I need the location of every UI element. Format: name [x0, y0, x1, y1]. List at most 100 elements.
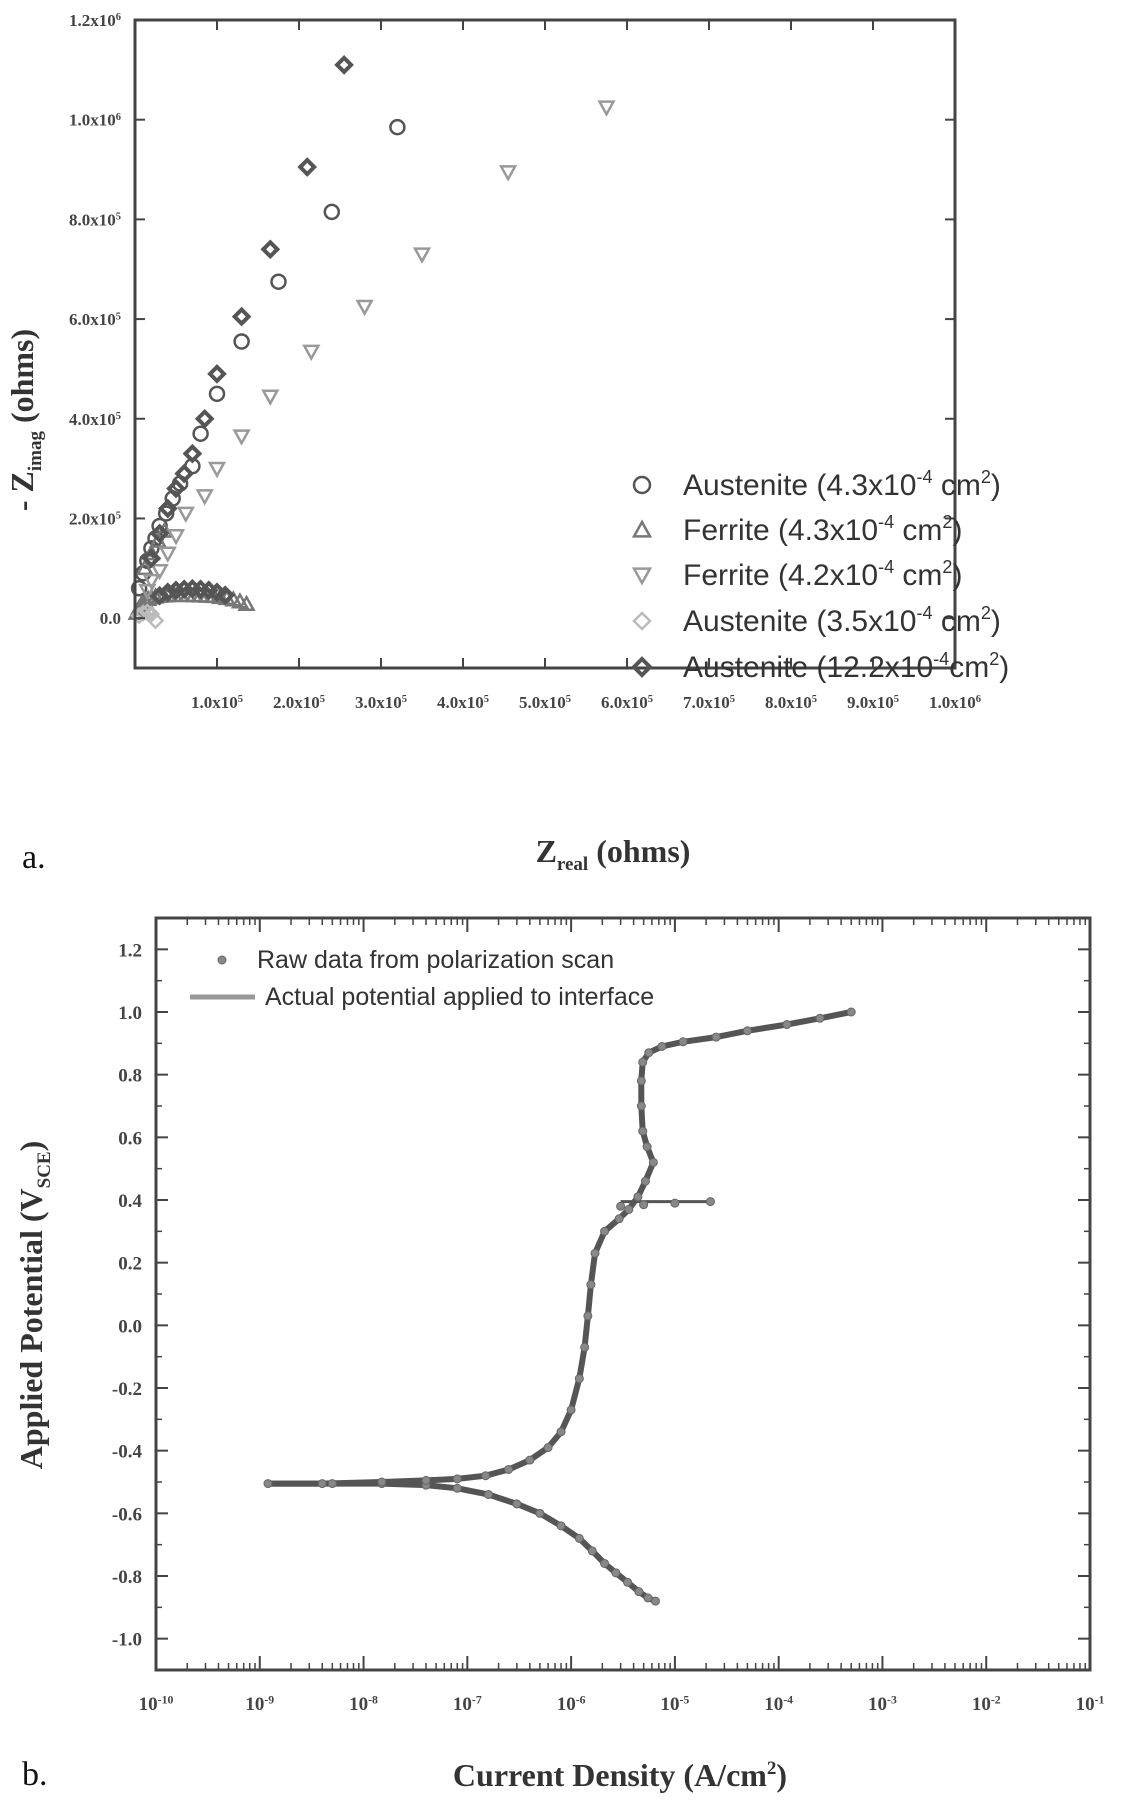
impedance-point	[157, 505, 175, 522]
raw-data-point	[614, 1214, 624, 1224]
polarization-y-tick-label: 0.4	[118, 1191, 142, 1212]
impedance-y-tick-label: 1.2x106	[69, 11, 121, 30]
polarization-y-tick-label: 0.2	[118, 1254, 142, 1275]
impedance-point	[176, 506, 195, 524]
impedance-point	[166, 529, 186, 546]
impedance-point	[233, 333, 250, 350]
legend-entry-4: Austenite (12.2x10-4cm2)	[683, 649, 1009, 684]
raw-data-point	[648, 1157, 658, 1167]
raw-data-point	[742, 1026, 752, 1036]
polarization-y-tick-label: -1.0	[112, 1630, 142, 1651]
impedance-point	[142, 573, 161, 591]
impedance-y-tick-label: 1.0x106	[69, 111, 121, 130]
impedance-point	[195, 489, 214, 506]
legend-marker-0	[632, 475, 652, 495]
raw-data-point	[611, 1568, 621, 1578]
impedance-x-tick-label: 8.0x105	[765, 693, 817, 712]
raw-data-point	[452, 1474, 462, 1484]
raw-data-point	[650, 1596, 660, 1606]
impedance-point	[142, 605, 161, 623]
raw-data-point	[634, 1587, 644, 1597]
impedance-x-tick-label: 9.0x105	[847, 693, 899, 712]
legend-marker-2	[631, 567, 653, 586]
polarization-y-tick-label: 1.0	[118, 1003, 142, 1024]
applied-potential-line-anodic	[268, 1009, 852, 1487]
applied-potential-line-cathodic	[268, 1480, 657, 1604]
raw-data-point	[623, 1577, 633, 1587]
impedance-point	[355, 299, 374, 317]
raw-data-point	[327, 1479, 337, 1489]
impedance-y-axis-label: - Zimag(ohms)	[4, 329, 46, 511]
raw-data-point	[421, 1475, 431, 1485]
impedance-point	[158, 546, 177, 563]
raw-data-point	[678, 1037, 688, 1047]
polarization-x-tick-label: 10-8	[349, 1694, 378, 1715]
impedance-point	[389, 118, 406, 136]
raw-data-point	[643, 1593, 653, 1603]
raw-data-point	[782, 1020, 792, 1030]
raw-data-point	[636, 1076, 646, 1086]
impedance-y-tick-label: 8.0x105	[69, 210, 121, 229]
polarization-x-tick-label: 10-5	[660, 1694, 689, 1715]
polarization-x-tick-label: 10-4	[764, 1694, 793, 1715]
impedance-point	[207, 461, 227, 479]
raw-data-point	[624, 1204, 634, 1214]
raw-data-point	[586, 1280, 596, 1290]
impedance-point	[135, 558, 154, 576]
polarization-y-tick-label: -0.4	[112, 1442, 143, 1463]
raw-data-point	[587, 1546, 597, 1556]
legend-raw-label: Raw data from polarization scan	[257, 946, 614, 974]
raw-data-point	[583, 1311, 593, 1321]
raw-data-point	[633, 1192, 643, 1202]
raw-data-point	[543, 1443, 553, 1453]
impedance-point	[149, 523, 170, 544]
raw-data-point	[636, 1101, 646, 1111]
impedance-x-tick-label: 6.0x105	[601, 693, 653, 712]
impedance-point	[138, 583, 157, 601]
impedance-x-tick-label: 4.0x105	[437, 693, 489, 712]
raw-data-point	[574, 1374, 584, 1384]
impedance-y-tick-label: 0.0	[100, 609, 121, 628]
impedance-data-points	[127, 55, 616, 630]
raw-data-point	[263, 1479, 273, 1489]
impedance-x-tick-label: 1.0x106	[929, 693, 981, 712]
impedance-series-2	[138, 100, 616, 601]
legend-marker-4	[631, 656, 653, 678]
polarization-y-tick-label: -0.6	[112, 1504, 142, 1525]
impedance-point	[231, 306, 252, 327]
raw-data-point	[574, 1533, 584, 1543]
raw-data-point	[512, 1499, 522, 1509]
polarization-y-tick-label: 0.0	[118, 1316, 142, 1337]
impedance-point	[174, 463, 195, 484]
polarization-x-tick-label: 10-6	[557, 1694, 586, 1715]
raw-data-point	[590, 1248, 600, 1258]
polarization-ticks: 10-10 10-9 10-8 10-7 10-6 10-5 10-4 10-3 10-2 10-…	[112, 918, 1105, 1715]
impedance-x-axis-label: Zreal (ohms)	[536, 833, 691, 875]
impedance-x-tick-label: 1.0x105	[191, 693, 243, 712]
impedance-point	[412, 247, 432, 264]
raw-data-point	[815, 1013, 825, 1023]
polarization-y-axis-label: Applied Potential (VSCE)	[13, 1141, 55, 1470]
raw-data-point	[481, 1471, 491, 1481]
panel-b-label: b.	[22, 1756, 48, 1793]
polarization-x-tick-label: 10-9	[245, 1694, 274, 1715]
impedance-point	[270, 273, 287, 290]
impedance-series-0	[130, 118, 406, 597]
raw-data-point	[846, 1007, 856, 1017]
polarization-x-tick-label: 10-10	[139, 1694, 174, 1715]
raw-data-point	[535, 1508, 545, 1518]
impedance-point	[498, 165, 518, 182]
legend-entry-0: Austenite (4.3x10-4 cm2)	[683, 467, 1001, 502]
raw-data-point	[377, 1477, 387, 1487]
legend-line-label: Actual potential applied to interface	[265, 983, 654, 1011]
raw-data-point	[616, 1201, 626, 1211]
raw-data-point	[639, 1200, 649, 1210]
impedance-point	[182, 443, 203, 464]
impedance-chart: 1.0x105 2.0x105 3.0x105 4.0x105 5.0x105 6.0x1…	[4, 11, 1009, 876]
raw-data-point	[580, 1342, 590, 1352]
legend-entry-2: Ferrite (4.2x10-4 cm2)	[683, 557, 962, 592]
impedance-point	[237, 594, 256, 612]
legend-marker-3	[632, 611, 652, 631]
polarization-y-tick-label: -0.8	[112, 1567, 142, 1588]
